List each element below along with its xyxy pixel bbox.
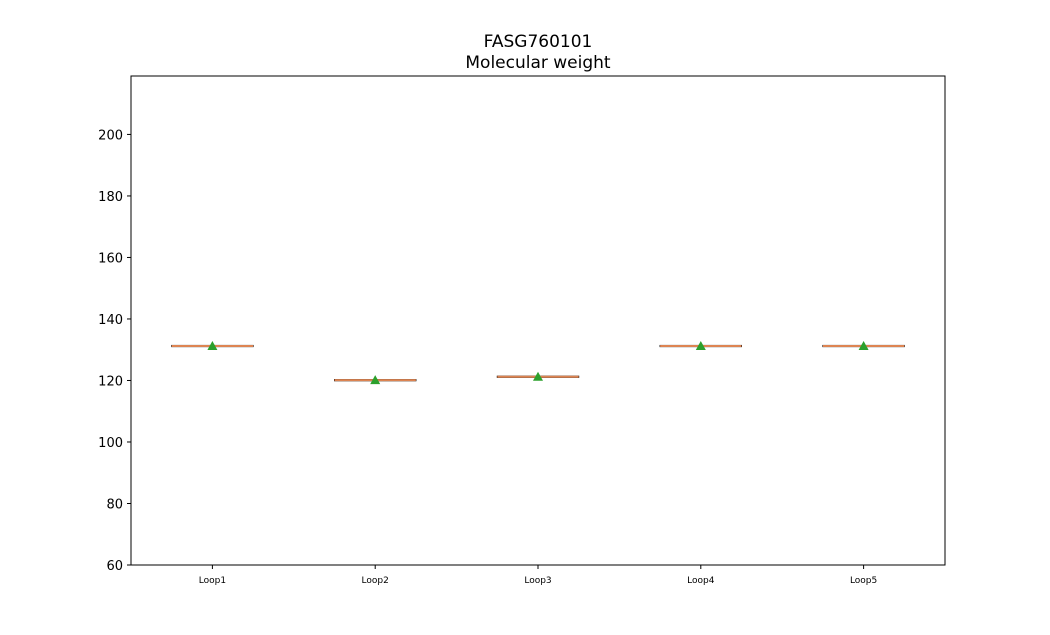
x-tick-label: Loop2 [362,576,389,586]
mean-marker [533,371,543,381]
chart-title: FASG760101 [484,32,593,52]
y-tick-label: 100 [98,436,123,451]
y-tick-label: 200 [98,128,123,143]
y-tick-label: 120 [98,374,123,389]
x-tick-label: Loop5 [850,576,877,586]
plot-area: 60 80 100 120 140 160 180 200 Loop1 Loop2 Loop3 Loo… [98,128,905,586]
mean-marker [695,341,706,351]
mean-marker [858,341,869,351]
y-tick-label: 180 [98,190,123,205]
mean-marker [370,375,381,385]
y-tick-label: 80 [106,497,123,512]
chart-subtitle: Molecular weight [465,53,611,73]
x-tick-label: Loop3 [524,576,551,586]
y-tick-label: 140 [98,313,123,328]
x-tick-label: Loop4 [687,576,715,586]
y-tick-label: 160 [98,251,123,266]
y-tick-label: 60 [106,559,123,574]
mean-marker [207,341,218,351]
x-tick-label: Loop1 [199,576,226,586]
plot-frame [130,75,946,566]
